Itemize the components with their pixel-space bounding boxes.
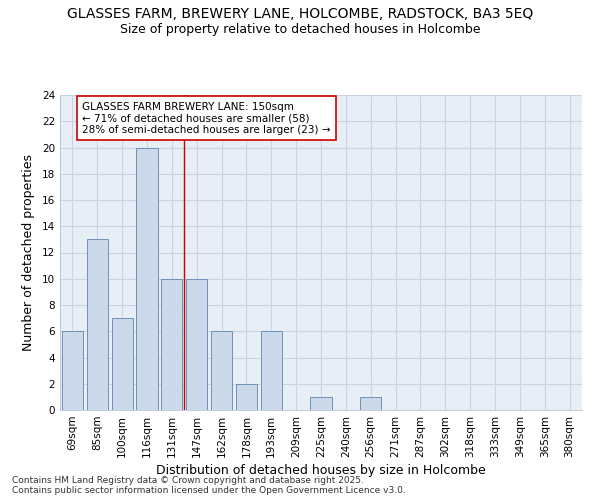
Bar bbox=[161, 279, 182, 410]
Y-axis label: Number of detached properties: Number of detached properties bbox=[22, 154, 35, 351]
Bar bbox=[112, 318, 133, 410]
Text: GLASSES FARM BREWERY LANE: 150sqm
← 71% of detached houses are smaller (58)
28% : GLASSES FARM BREWERY LANE: 150sqm ← 71% … bbox=[82, 102, 331, 135]
Bar bbox=[211, 331, 232, 410]
Bar bbox=[62, 331, 83, 410]
Bar bbox=[360, 397, 381, 410]
Bar bbox=[87, 240, 108, 410]
X-axis label: Distribution of detached houses by size in Holcombe: Distribution of detached houses by size … bbox=[156, 464, 486, 477]
Bar bbox=[136, 148, 158, 410]
Bar bbox=[236, 384, 257, 410]
Text: Contains HM Land Registry data © Crown copyright and database right 2025.
Contai: Contains HM Land Registry data © Crown c… bbox=[12, 476, 406, 495]
Bar bbox=[310, 397, 332, 410]
Text: Size of property relative to detached houses in Holcombe: Size of property relative to detached ho… bbox=[120, 22, 480, 36]
Bar bbox=[186, 279, 207, 410]
Text: GLASSES FARM, BREWERY LANE, HOLCOMBE, RADSTOCK, BA3 5EQ: GLASSES FARM, BREWERY LANE, HOLCOMBE, RA… bbox=[67, 8, 533, 22]
Bar bbox=[261, 331, 282, 410]
